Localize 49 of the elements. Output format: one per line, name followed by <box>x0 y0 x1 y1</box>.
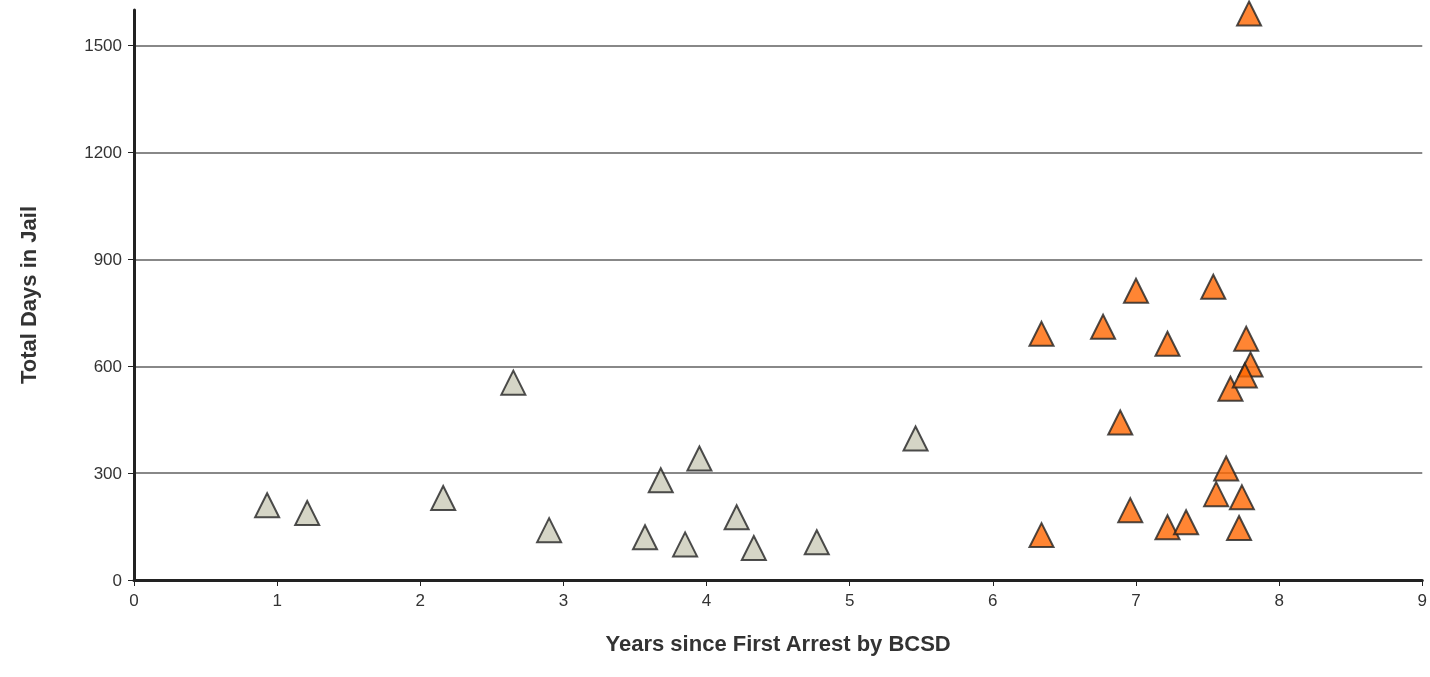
x-tick-label: 7 <box>1131 591 1141 610</box>
y-axis-title: Total Days in Jail <box>15 205 41 385</box>
x-axis-title: Years since First Arrest by BCSD <box>605 630 951 656</box>
y-tick-label: 0 <box>112 570 122 590</box>
point <box>1173 509 1200 536</box>
point <box>1028 320 1055 347</box>
x-tick-label: 6 <box>988 591 998 610</box>
x-tick-label: 1 <box>272 591 282 610</box>
point <box>1233 325 1260 352</box>
point <box>1028 522 1055 549</box>
point <box>632 524 659 551</box>
point <box>430 485 457 512</box>
point <box>1226 514 1253 541</box>
x-tick-label: 0 <box>129 591 139 610</box>
point <box>1154 330 1181 357</box>
y-tick-label: 600 <box>93 356 122 376</box>
point <box>686 445 713 472</box>
point <box>803 529 830 556</box>
x-tick-label: 5 <box>844 591 855 610</box>
point <box>1200 273 1227 300</box>
point <box>1122 277 1149 304</box>
point <box>294 500 321 527</box>
x-tick-label: 9 <box>1417 591 1428 610</box>
y-tick-label: 1500 <box>84 36 122 56</box>
point <box>536 517 563 544</box>
x-tick-label: 2 <box>415 591 426 610</box>
point <box>672 531 699 558</box>
x-tick-label: 8 <box>1274 591 1284 610</box>
point <box>1107 409 1134 436</box>
y-tick-label: 1200 <box>84 143 122 162</box>
point <box>1217 375 1244 402</box>
x-tick-label: 4 <box>701 591 712 610</box>
point <box>1236 0 1263 27</box>
point <box>902 425 929 452</box>
point <box>254 492 281 519</box>
point <box>1117 497 1144 524</box>
point <box>723 504 750 531</box>
point <box>500 369 527 396</box>
point <box>740 534 767 561</box>
point <box>1213 455 1240 482</box>
point <box>1231 362 1258 389</box>
x-tick-label: 3 <box>558 591 569 610</box>
point <box>1203 481 1230 508</box>
point <box>1090 313 1117 340</box>
point <box>1154 514 1181 541</box>
point <box>647 467 674 494</box>
point <box>1228 484 1255 511</box>
y-tick-label: 300 <box>93 463 122 483</box>
y-tick-label: 900 <box>93 249 122 269</box>
